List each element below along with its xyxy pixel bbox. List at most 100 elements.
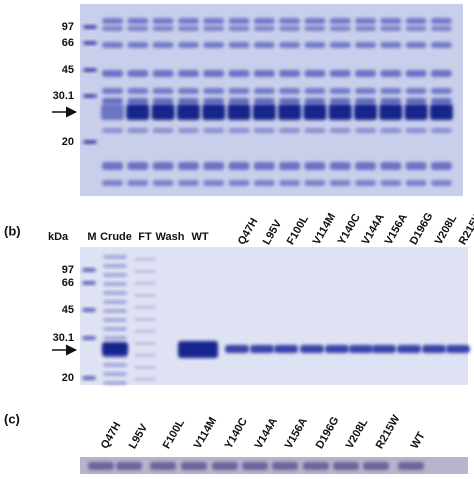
band xyxy=(355,162,376,170)
band xyxy=(83,68,97,72)
band xyxy=(329,128,351,133)
band xyxy=(177,70,199,77)
band xyxy=(430,26,452,31)
band xyxy=(272,462,298,470)
lane-label: L95V xyxy=(127,422,151,451)
band xyxy=(398,462,424,470)
band xyxy=(329,98,351,104)
band xyxy=(83,41,97,45)
band xyxy=(181,462,207,470)
band xyxy=(102,342,128,356)
band xyxy=(134,282,156,285)
band xyxy=(228,98,250,104)
band xyxy=(397,345,421,353)
band xyxy=(279,88,301,94)
band xyxy=(152,18,174,24)
lane-label: Y140C xyxy=(336,212,363,247)
band xyxy=(228,70,250,77)
band xyxy=(152,70,174,77)
band xyxy=(127,128,149,133)
band xyxy=(355,180,376,186)
band xyxy=(405,162,427,170)
band xyxy=(329,88,351,94)
band xyxy=(304,128,326,133)
band xyxy=(127,98,149,104)
marker-label: 66 xyxy=(62,277,74,289)
band xyxy=(242,462,268,470)
lane-label: Q47H xyxy=(236,216,261,247)
band xyxy=(228,18,250,24)
band xyxy=(82,336,96,340)
band xyxy=(88,462,114,470)
marker-label: 45 xyxy=(62,64,74,76)
band xyxy=(127,18,149,24)
band xyxy=(379,104,403,120)
band xyxy=(405,98,427,104)
band xyxy=(203,42,225,48)
band xyxy=(102,18,123,24)
panel-label: (c) xyxy=(4,411,20,426)
band xyxy=(279,162,301,170)
band xyxy=(429,104,453,120)
band xyxy=(329,18,351,24)
band xyxy=(380,88,402,94)
band xyxy=(405,70,427,77)
lane-label: Q47H xyxy=(99,420,124,451)
band xyxy=(228,88,250,94)
band xyxy=(177,42,199,48)
band xyxy=(203,98,225,104)
lane-label: R215W xyxy=(374,413,403,451)
band xyxy=(422,345,446,353)
band xyxy=(355,70,376,77)
band xyxy=(103,282,127,286)
band xyxy=(355,88,376,94)
band xyxy=(102,26,123,31)
band xyxy=(127,70,149,77)
band xyxy=(177,180,199,186)
lane-label: D196G xyxy=(408,211,436,247)
band xyxy=(134,258,156,261)
band xyxy=(380,70,402,77)
lane-label: FT xyxy=(138,231,152,243)
band xyxy=(152,26,174,31)
band xyxy=(430,162,452,170)
band xyxy=(329,42,351,48)
band xyxy=(279,98,301,104)
band xyxy=(82,376,96,380)
lane-label: Y140C xyxy=(223,416,250,451)
band xyxy=(405,180,427,186)
band xyxy=(102,42,123,48)
band xyxy=(250,345,274,353)
lane-label: V208L xyxy=(433,213,460,247)
band xyxy=(405,42,427,48)
band xyxy=(127,180,149,186)
band xyxy=(404,104,428,120)
band xyxy=(430,88,452,94)
band xyxy=(329,180,351,186)
lane-label: L95V xyxy=(261,218,285,247)
band xyxy=(127,162,149,170)
band xyxy=(103,255,127,259)
band xyxy=(152,128,174,133)
band xyxy=(228,180,250,186)
band xyxy=(274,345,298,353)
band xyxy=(102,128,123,133)
band xyxy=(380,180,402,186)
band xyxy=(279,18,301,24)
band xyxy=(328,104,352,120)
band xyxy=(177,18,199,24)
lane-label: F100L xyxy=(285,213,311,247)
band xyxy=(380,26,402,31)
gel-c xyxy=(80,457,468,474)
band xyxy=(355,42,376,48)
lane-label: V144A xyxy=(253,416,280,451)
band xyxy=(253,88,275,94)
band xyxy=(355,98,376,104)
unit-label: kDa xyxy=(48,231,69,243)
band xyxy=(304,162,326,170)
band xyxy=(102,70,123,77)
band xyxy=(134,294,156,297)
band xyxy=(203,180,225,186)
band xyxy=(303,104,327,120)
